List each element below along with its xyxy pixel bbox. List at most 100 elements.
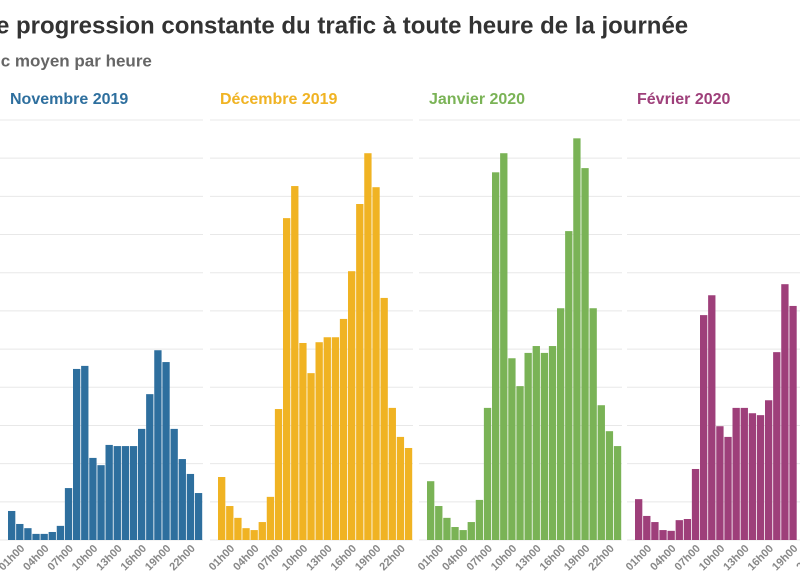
x-tick-label: 16h00 — [746, 543, 777, 574]
bar — [48, 531, 56, 540]
x-tick-label: 13h00 — [721, 543, 752, 574]
x-tick-label: 19h00 — [770, 543, 800, 574]
bar — [765, 400, 773, 540]
bar — [388, 407, 396, 540]
x-tick-label: 16h00 — [538, 543, 569, 574]
bar — [121, 446, 130, 540]
bar — [226, 506, 234, 540]
panel-title: Décembre 2019 — [220, 91, 338, 108]
bar — [73, 368, 81, 540]
x-tick-label: 04h00 — [21, 543, 52, 574]
bar — [404, 447, 413, 540]
bar — [467, 522, 475, 540]
bar — [516, 386, 524, 540]
bar — [732, 407, 740, 540]
x-tick-label: 01h00 — [0, 543, 27, 574]
bar — [258, 522, 266, 540]
bar — [178, 459, 186, 540]
bar — [540, 352, 549, 540]
x-tick-label: 13h00 — [94, 543, 125, 574]
bar — [56, 525, 65, 540]
chart-subtitle: ic moyen par heure — [0, 51, 152, 70]
x-tick-label: 22h00 — [377, 543, 408, 574]
bar — [138, 428, 146, 540]
x-tick-label: 07h00 — [464, 543, 495, 574]
x-tick-label: 01h00 — [624, 543, 655, 574]
chart-title: e progression constante du trafic à tout… — [0, 12, 688, 39]
bar — [708, 295, 716, 540]
bar — [748, 413, 757, 540]
bar — [716, 426, 724, 540]
bar — [524, 352, 532, 540]
bar — [146, 394, 154, 540]
bar — [740, 407, 748, 540]
bar — [683, 519, 692, 540]
x-tick-label: 10h00 — [489, 543, 520, 574]
bar — [781, 284, 789, 540]
bar — [667, 530, 675, 540]
x-tick-label: 07h00 — [255, 543, 286, 574]
bar — [97, 465, 105, 540]
bar — [548, 346, 557, 540]
x-tick-label: 10h00 — [280, 543, 311, 574]
bar — [162, 362, 170, 540]
bar — [773, 352, 781, 540]
bar — [242, 528, 250, 540]
bar — [323, 337, 331, 540]
bar — [218, 477, 226, 540]
bar — [581, 168, 589, 541]
x-tick-label: 19h00 — [143, 543, 174, 574]
x-tick-label: 19h00 — [353, 543, 384, 574]
x-tick-label: 04h00 — [648, 543, 679, 574]
x-tick-label: 16h00 — [329, 543, 360, 574]
bar — [724, 436, 732, 540]
bar — [443, 517, 451, 540]
bar — [331, 337, 340, 540]
bar — [315, 342, 323, 540]
x-tick-label: 19h00 — [562, 543, 593, 574]
x-tick-label: 04h00 — [440, 543, 471, 574]
x-tick-label: 10h00 — [70, 543, 101, 574]
bar — [364, 153, 372, 540]
bar — [8, 510, 16, 540]
bar — [427, 481, 435, 540]
bar — [64, 488, 73, 540]
bar — [756, 415, 765, 540]
bar — [154, 350, 162, 540]
bar — [380, 297, 388, 540]
bar — [508, 358, 516, 540]
bar — [32, 533, 40, 540]
bar — [40, 533, 48, 540]
x-tick-label: 07h00 — [45, 543, 76, 574]
x-tick-label: 01h00 — [416, 543, 447, 574]
bar — [565, 231, 573, 541]
panel-title: Janvier 2020 — [429, 91, 525, 108]
bar — [435, 506, 443, 540]
bar — [635, 499, 643, 540]
bar — [24, 528, 32, 540]
x-tick-label: 07h00 — [672, 543, 703, 574]
x-tick-label: 13h00 — [513, 543, 544, 574]
bar — [643, 515, 651, 540]
bar — [589, 308, 597, 540]
bar — [659, 530, 667, 540]
x-tick-label: 04h00 — [231, 543, 262, 574]
bar — [532, 346, 540, 540]
x-tick-label: 22h00 — [586, 543, 617, 574]
bar — [348, 271, 356, 540]
panel-title: Novembre 2019 — [10, 91, 128, 108]
bar — [492, 172, 500, 541]
bar — [372, 187, 380, 540]
bar — [194, 493, 203, 540]
bar — [500, 153, 508, 540]
bar — [356, 204, 364, 540]
bar — [651, 522, 659, 540]
x-tick-label: 13h00 — [304, 543, 335, 574]
bar — [597, 405, 605, 540]
bar — [291, 186, 299, 540]
x-tick-label: 10h00 — [697, 543, 728, 574]
bar — [573, 138, 581, 540]
bar — [105, 444, 113, 540]
